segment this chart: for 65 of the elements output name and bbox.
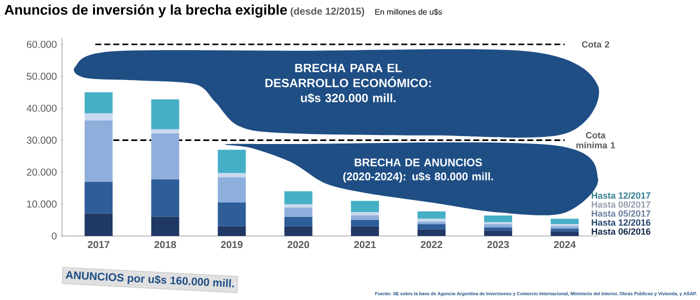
bar — [151, 216, 180, 236]
ref-line-label: Cota mínima 1 — [576, 132, 616, 148]
bar — [484, 216, 512, 222]
y-tick-label: 60.000 — [26, 40, 57, 48]
x-tick-label: 2018 — [154, 241, 176, 248]
bar — [550, 228, 579, 232]
y-tick-label: 50.000 — [26, 72, 57, 80]
bar — [151, 129, 180, 134]
chart-subtitle: (desde 12/2015) — [290, 7, 364, 17]
bar — [284, 191, 312, 204]
y-tick-label: 0 — [52, 232, 57, 240]
bar — [84, 120, 113, 182]
bar — [418, 222, 446, 224]
bar — [350, 212, 379, 216]
bar — [550, 218, 579, 224]
x-tick-label: 2022 — [420, 241, 442, 248]
bar — [284, 216, 312, 226]
bar — [284, 208, 312, 217]
bar — [484, 230, 512, 236]
bar — [151, 179, 180, 217]
bar — [84, 113, 113, 120]
x-tick-label: 2024 — [554, 241, 576, 248]
bar — [151, 133, 180, 180]
annotation: BRECHA DE ANUNCIOS (2020-2024): u$s 80.000 mill. — [343, 158, 493, 182]
x-tick-label: 2020 — [288, 241, 310, 248]
series-label: Hasta 12/2016 — [592, 219, 650, 226]
bar — [84, 92, 113, 114]
bar — [284, 226, 312, 236]
bar — [218, 202, 246, 226]
bar — [218, 173, 246, 178]
bar — [484, 224, 512, 228]
bar — [284, 204, 312, 208]
bar — [350, 226, 379, 236]
y-tick-label: 40.000 — [26, 104, 57, 112]
y-tick-label: 30.000 — [26, 136, 57, 144]
y-axis-title: En millones de u$s — [375, 8, 442, 16]
bar — [84, 182, 113, 214]
x-tick-label: 2019 — [221, 241, 243, 248]
bar — [484, 227, 512, 231]
bar — [418, 224, 446, 230]
annotation: BRECHA PARA EL DESARROLLO ECONÓMICO: u$s 320.000 mill. — [265, 64, 431, 103]
text: ANUNCIOS por u$s 160.000 mill. — [66, 271, 234, 288]
x-tick-label: 2021 — [354, 241, 376, 248]
x-tick-label: 2017 — [88, 241, 110, 248]
bar — [350, 200, 379, 212]
bar — [418, 211, 446, 219]
series-label: Hasta 05/2017 — [592, 210, 650, 217]
y-tick-label: 20.000 — [26, 168, 57, 176]
y-tick-label: 10.000 — [27, 200, 57, 208]
bar — [350, 215, 379, 220]
bar — [550, 231, 579, 236]
bar — [218, 177, 246, 202]
ref-line-label: Cota 2 — [582, 41, 610, 48]
bar — [151, 99, 180, 130]
bar — [418, 229, 446, 236]
bar — [218, 226, 246, 236]
chart-title: Anuncios de inversión y la brecha exigible — [4, 4, 287, 18]
bar — [218, 150, 246, 174]
bar — [350, 220, 379, 226]
bar — [84, 214, 113, 236]
text: Hasta 08/2017 — [592, 201, 650, 208]
x-tick-label: 2023 — [487, 241, 509, 248]
series-label: Hasta 06/2016 — [592, 228, 650, 235]
bar — [550, 226, 579, 229]
text: Hasta 12/2017 — [592, 192, 650, 199]
